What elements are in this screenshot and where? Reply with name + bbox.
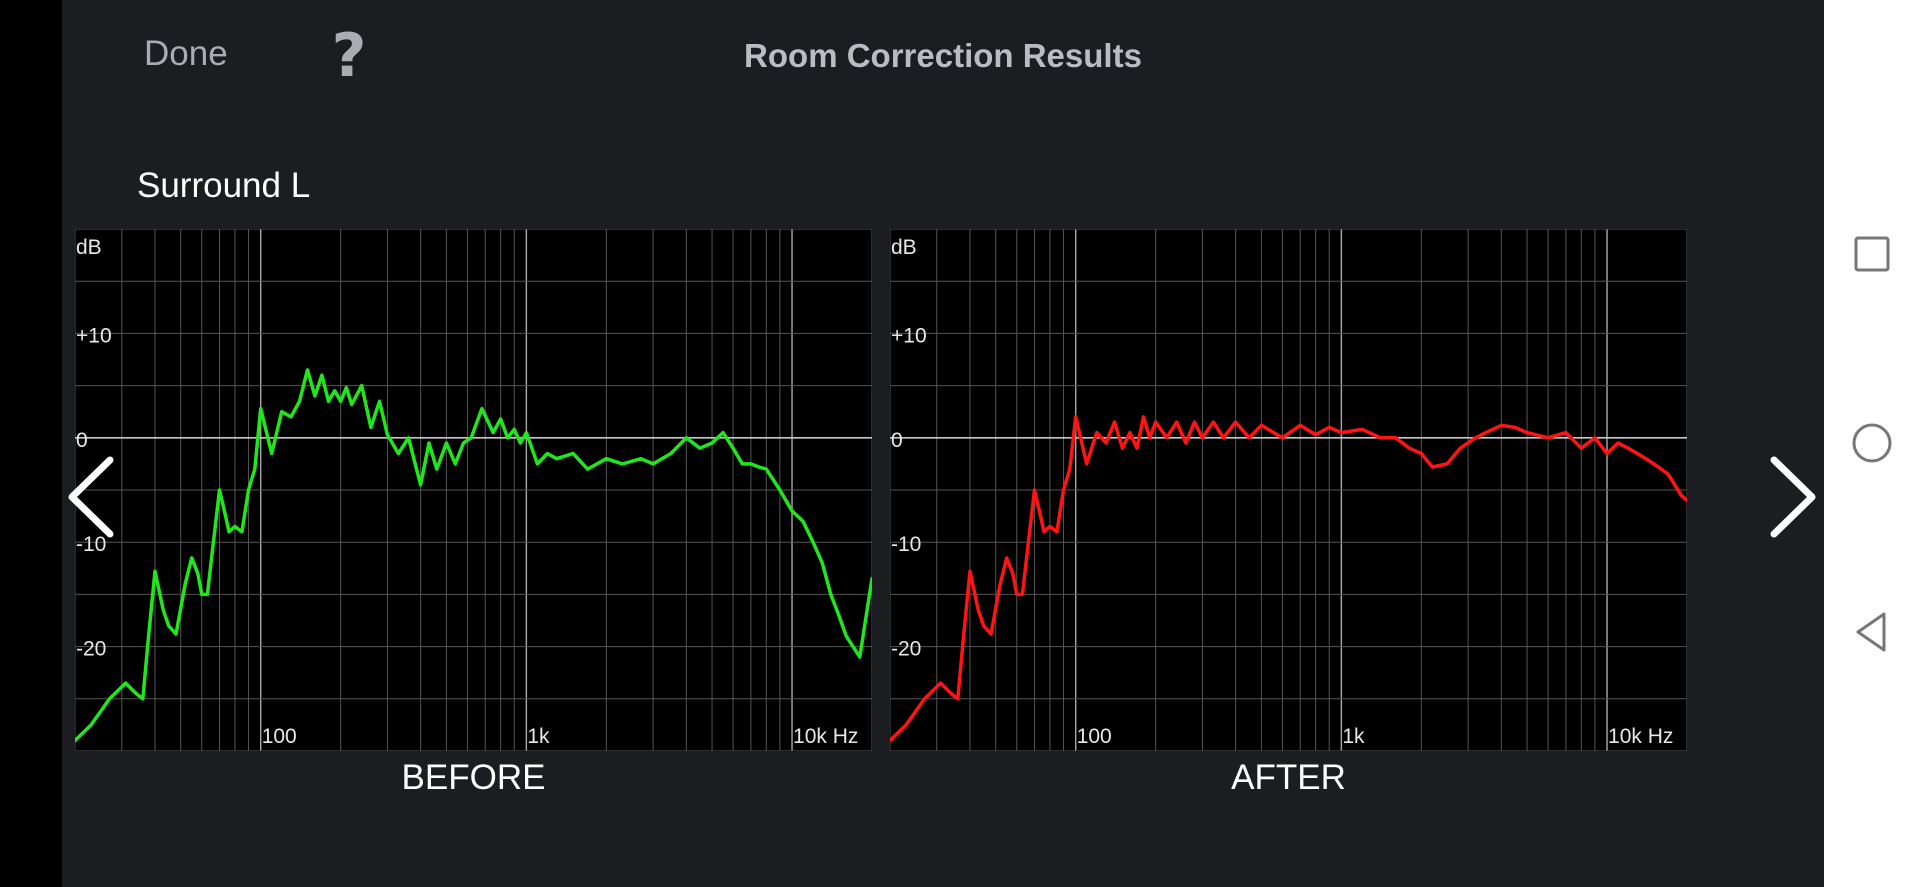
before-y-tick-label: -10 [76,533,106,556]
before-y-tick-label: 0 [76,429,88,452]
after-chart: dB +10 0 -10 -20 100 1k 10k Hz [890,229,1687,751]
before-chart: dB +10 0 -10 -20 100 1k 10k Hz [75,229,872,751]
page-title: Room Correction Results [744,37,1142,74]
before-response-curve [75,368,872,743]
before-x-tick-label: 1k [527,725,550,748]
before-chart-title: BEFORE [401,758,546,797]
after-x-tick-label: 10k Hz [1608,725,1673,748]
after-chart-plot: dB +10 0 -10 -20 100 1k 10k Hz [890,229,1687,751]
help-button[interactable]: ? [331,21,367,91]
after-chart-title: AFTER [1231,758,1346,797]
after-y-tick-label: -20 [891,638,921,661]
chevron-left-icon[interactable] [62,452,122,542]
after-x-tick-label: 1k [1342,725,1365,748]
after-response-curve [890,415,1687,743]
square-icon[interactable] [1848,230,1896,278]
before-x-tick-label: 10k Hz [793,725,858,748]
triangle-back-icon[interactable] [1848,608,1896,656]
after-y-tick-label: dB [891,236,917,259]
done-button[interactable]: Done [144,34,228,73]
after-y-tick-label: -10 [891,533,921,556]
android-navigation-bar [1824,0,1920,887]
circle-icon[interactable] [1848,419,1896,467]
chevron-right-icon[interactable] [1762,452,1822,542]
after-y-tick-label: 0 [891,429,903,452]
before-y-tick-label: +10 [76,324,112,347]
before-y-tick-label: dB [76,236,102,259]
after-x-tick-label: 100 [1077,725,1112,748]
channel-name: Surround L [137,166,311,205]
before-chart-plot: dB +10 0 -10 -20 100 1k 10k Hz [75,229,872,751]
before-y-tick-label: -20 [76,638,106,661]
before-x-tick-label: 100 [262,725,297,748]
after-y-tick-label: +10 [891,324,927,347]
